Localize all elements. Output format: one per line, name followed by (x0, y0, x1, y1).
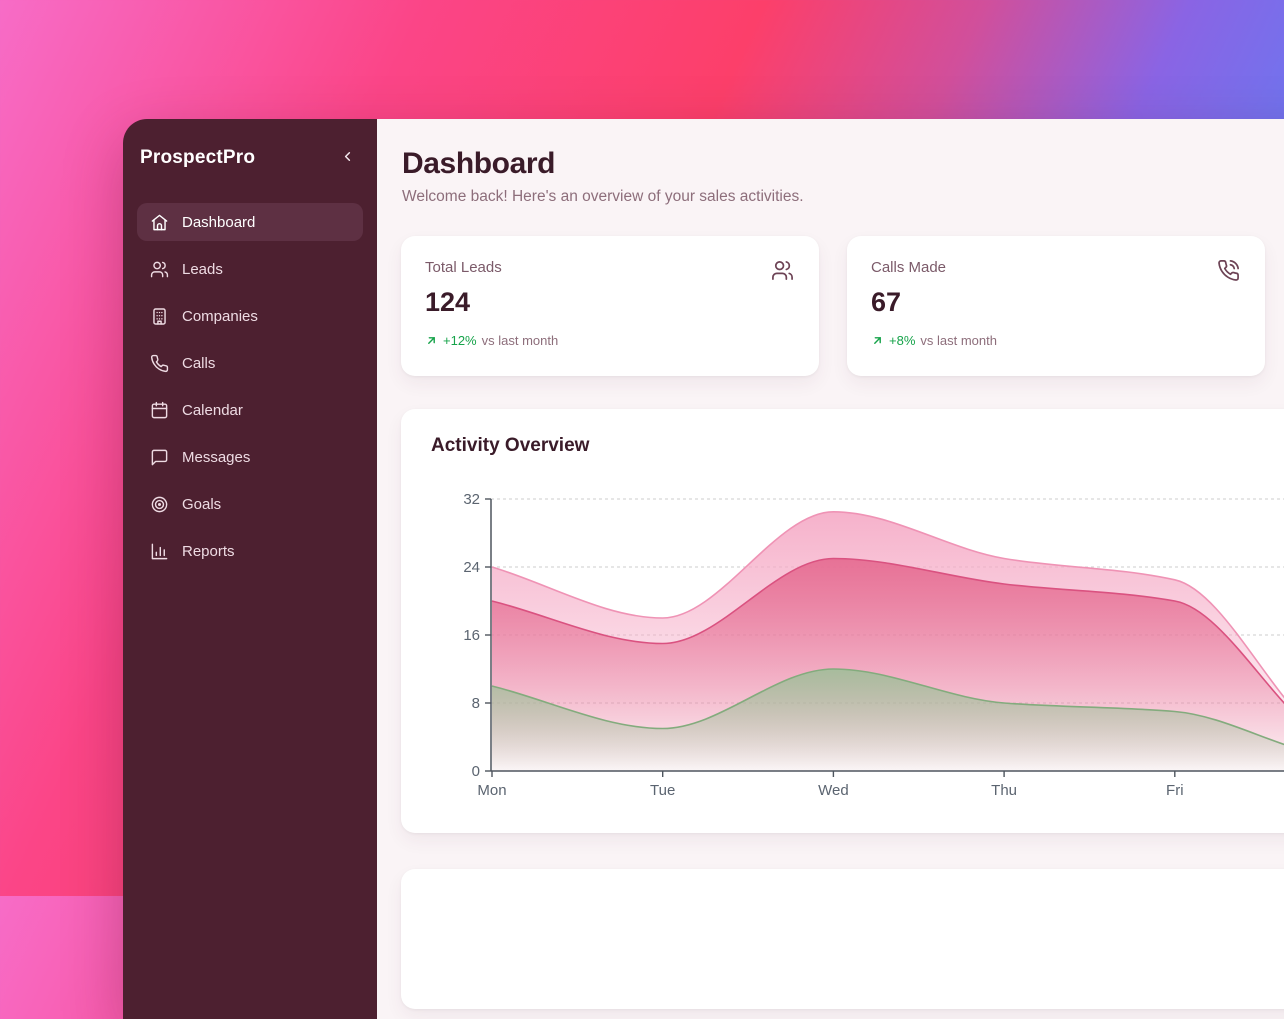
sidebar: ProspectPro Dashboard Leads Companies (123, 119, 377, 1019)
trend-note: vs last month (481, 333, 559, 348)
phone-icon (150, 354, 169, 373)
app-logo-title: ProspectPro (140, 147, 256, 168)
svg-text:0: 0 (472, 763, 480, 780)
area-band-green (492, 669, 1284, 771)
svg-text:24: 24 (463, 559, 480, 576)
line-band-light-pink (491, 510, 1284, 699)
building-icon (150, 307, 169, 326)
sidebar-item-label: Messages (182, 448, 251, 466)
message-square-icon (150, 448, 169, 467)
chevron-left-icon (340, 149, 355, 167)
trend-up-icon (871, 334, 884, 347)
users-icon (771, 259, 794, 287)
svg-text:Tue: Tue (650, 782, 675, 799)
target-icon (150, 495, 169, 514)
stats-row: Total Leads 124 +12% vs last month Calls… (401, 236, 1284, 376)
sidebar-item-dashboard[interactable]: Dashboard (137, 203, 363, 241)
sidebar-item-leads[interactable]: Leads (137, 250, 363, 288)
stat-label: Total Leads (425, 259, 502, 276)
sidebar-item-label: Reports (182, 542, 235, 560)
svg-text:Mon: Mon (477, 782, 506, 799)
home-icon (150, 213, 169, 232)
sidebar-item-label: Calls (182, 354, 216, 372)
sidebar-item-label: Companies (182, 307, 258, 325)
stat-card-total-leads: Total Leads 124 +12% vs last month (401, 236, 819, 376)
svg-text:32: 32 (463, 491, 480, 508)
users-icon (150, 260, 169, 279)
trend-up-icon (425, 334, 438, 347)
sidebar-item-messages[interactable]: Messages (137, 438, 363, 476)
sidebar-nav: Dashboard Leads Companies Calls Calendar… (123, 195, 377, 570)
trend-note: vs last month (920, 333, 997, 348)
svg-text:Wed: Wed (818, 782, 849, 799)
sidebar-item-calls[interactable]: Calls (137, 344, 363, 382)
svg-text:16: 16 (463, 627, 480, 644)
stat-trend: +8% vs last month (871, 333, 1241, 348)
svg-text:Thu: Thu (991, 782, 1017, 799)
sidebar-item-label: Calendar (182, 401, 243, 419)
calendar-icon (150, 401, 169, 420)
bar-chart-icon (150, 542, 169, 561)
sidebar-item-reports[interactable]: Reports (137, 532, 363, 570)
sidebar-item-label: Goals (182, 495, 222, 513)
app-window: ProspectPro Dashboard Leads Companies (123, 119, 1284, 1019)
activity-chart[interactable]: 08162432MonTueWedThuFriSatSun (431, 485, 1284, 807)
sidebar-item-label: Leads (182, 260, 223, 278)
chart-axes: 08162432MonTueWedThuFriSatSun (463, 491, 1284, 799)
sidebar-header: ProspectPro (123, 145, 377, 171)
chart-title: Activity Overview (431, 435, 590, 456)
stat-trend: +12% vs last month (425, 333, 795, 348)
stat-value: 67 (871, 287, 902, 317)
line-band-rose (491, 557, 1284, 704)
svg-text:8: 8 (472, 695, 480, 712)
phone-call-icon (1217, 259, 1240, 287)
chart-areas (491, 510, 1284, 771)
line-band-green (491, 668, 1284, 746)
sidebar-item-calendar[interactable]: Calendar (137, 391, 363, 429)
trend-percent: +8% (889, 333, 916, 348)
stat-value: 124 (425, 287, 471, 317)
stat-card-calls-made: Calls Made 67 +8% vs last month (847, 236, 1265, 376)
activity-overview-card: Activity Overview 0 8 16 24 32 Mon Tue Wed Thu Fr… (401, 409, 1284, 833)
sidebar-item-label: Dashboard (182, 213, 256, 231)
page-title: Dashboard (402, 147, 556, 180)
sidebar-item-goals[interactable]: Goals (137, 485, 363, 523)
sidebar-item-companies[interactable]: Companies (137, 297, 363, 335)
svg-text:Fri: Fri (1166, 782, 1184, 799)
main-content: Dashboard Welcome back! Here's an overvi… (377, 119, 1284, 1019)
sidebar-collapse-button[interactable] (336, 145, 359, 171)
activity-chart-svg: 08162432MonTueWedThuFriSatSun (463, 491, 1284, 799)
stat-label: Calls Made (871, 259, 947, 276)
next-section-card (401, 869, 1284, 1009)
page-subtitle: Welcome back! Here's an overview of your… (402, 188, 804, 205)
trend-percent: +12% (443, 333, 477, 348)
